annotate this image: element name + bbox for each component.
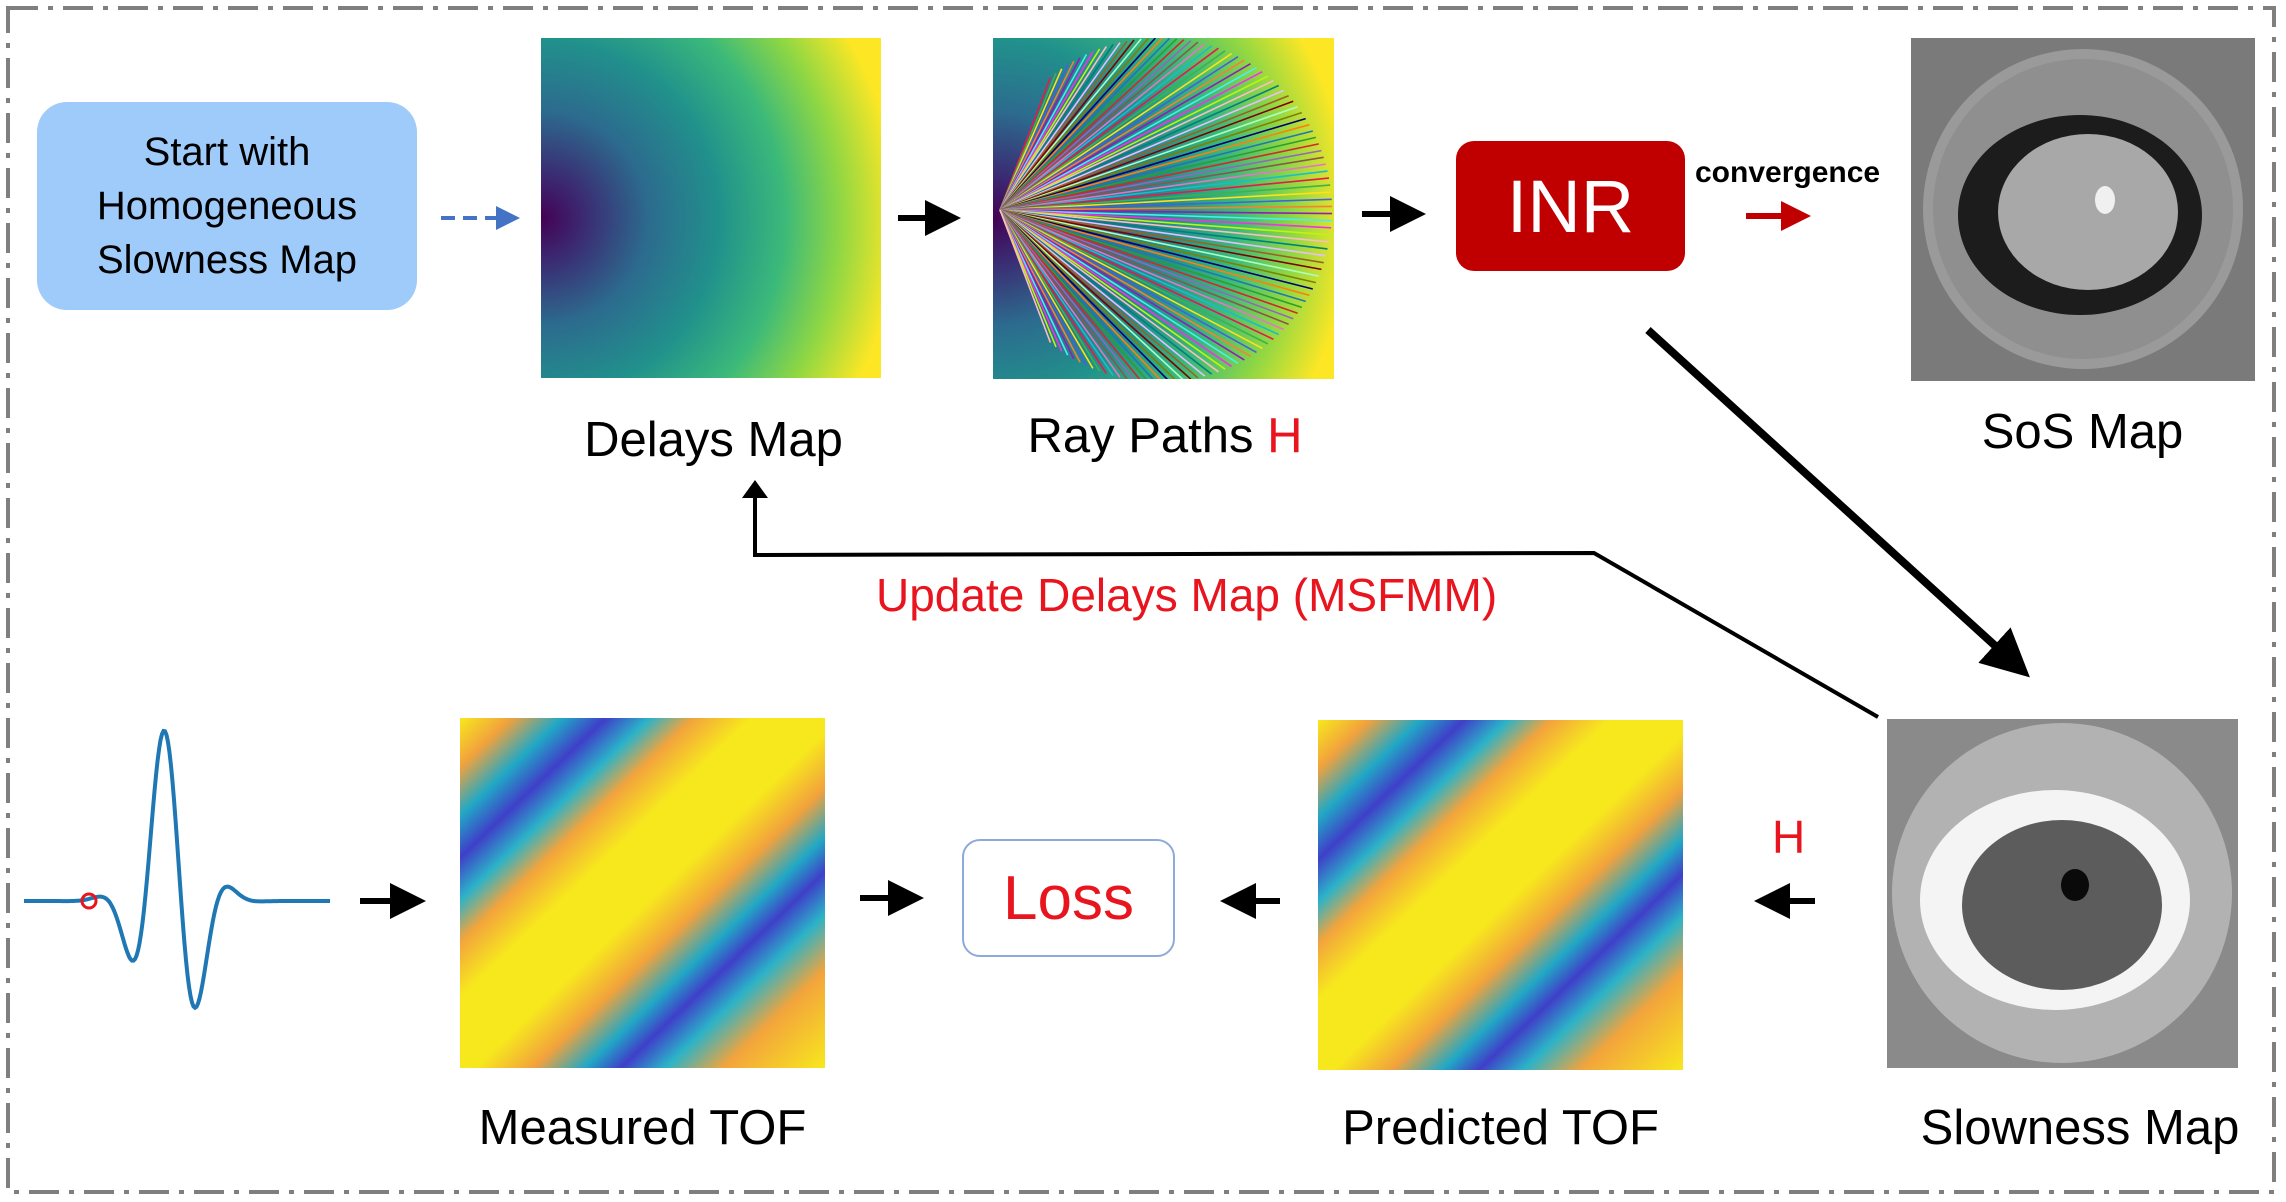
ray-paths-caption: Ray Paths H bbox=[990, 408, 1340, 464]
loss-box: Loss bbox=[962, 839, 1175, 957]
ray-paths-caption-text: Ray Paths bbox=[1027, 409, 1268, 463]
loss-label: Loss bbox=[1003, 863, 1134, 933]
waveform-image bbox=[24, 728, 330, 1011]
sos-map-caption: SoS Map bbox=[1981, 405, 2184, 459]
ray-paths-caption-h: H bbox=[1267, 409, 1303, 463]
update-feedback-arrowhead bbox=[742, 480, 768, 498]
start-box-line-3: Slowness Map bbox=[96, 238, 358, 282]
update-feedback-line bbox=[753, 488, 1880, 719]
start-box: Start with Homogeneous Slowness Map bbox=[37, 102, 417, 310]
start-box-line-1: Start with bbox=[143, 130, 311, 174]
predicted-tof-caption: Predicted TOF bbox=[1342, 1101, 1659, 1155]
inr-label: INR bbox=[1506, 164, 1635, 248]
arrow-inr-to-slowness bbox=[1645, 327, 2030, 678]
measured-tof-image bbox=[460, 718, 825, 1068]
delays-map-image bbox=[541, 38, 881, 378]
update-delays-label: Update Delays Map (MSFMM) bbox=[876, 569, 1498, 621]
measured-tof-caption: Measured TOF bbox=[478, 1101, 807, 1155]
h-label: H bbox=[1772, 811, 1806, 863]
delays-map-caption: Delays Map bbox=[584, 413, 843, 467]
convergence-label: convergence bbox=[1695, 156, 1881, 189]
predicted-tof-image bbox=[1318, 720, 1683, 1070]
outer-frame bbox=[6, 6, 2276, 1194]
slowness-map-image bbox=[1887, 719, 2238, 1068]
ray-paths-image bbox=[993, 38, 1334, 379]
start-box-line-2: Homogeneous bbox=[96, 184, 358, 228]
sos-map-image bbox=[1911, 38, 2255, 381]
slowness-map-caption: Slowness Map bbox=[1920, 1101, 2240, 1155]
inr-box: INR bbox=[1456, 141, 1685, 271]
